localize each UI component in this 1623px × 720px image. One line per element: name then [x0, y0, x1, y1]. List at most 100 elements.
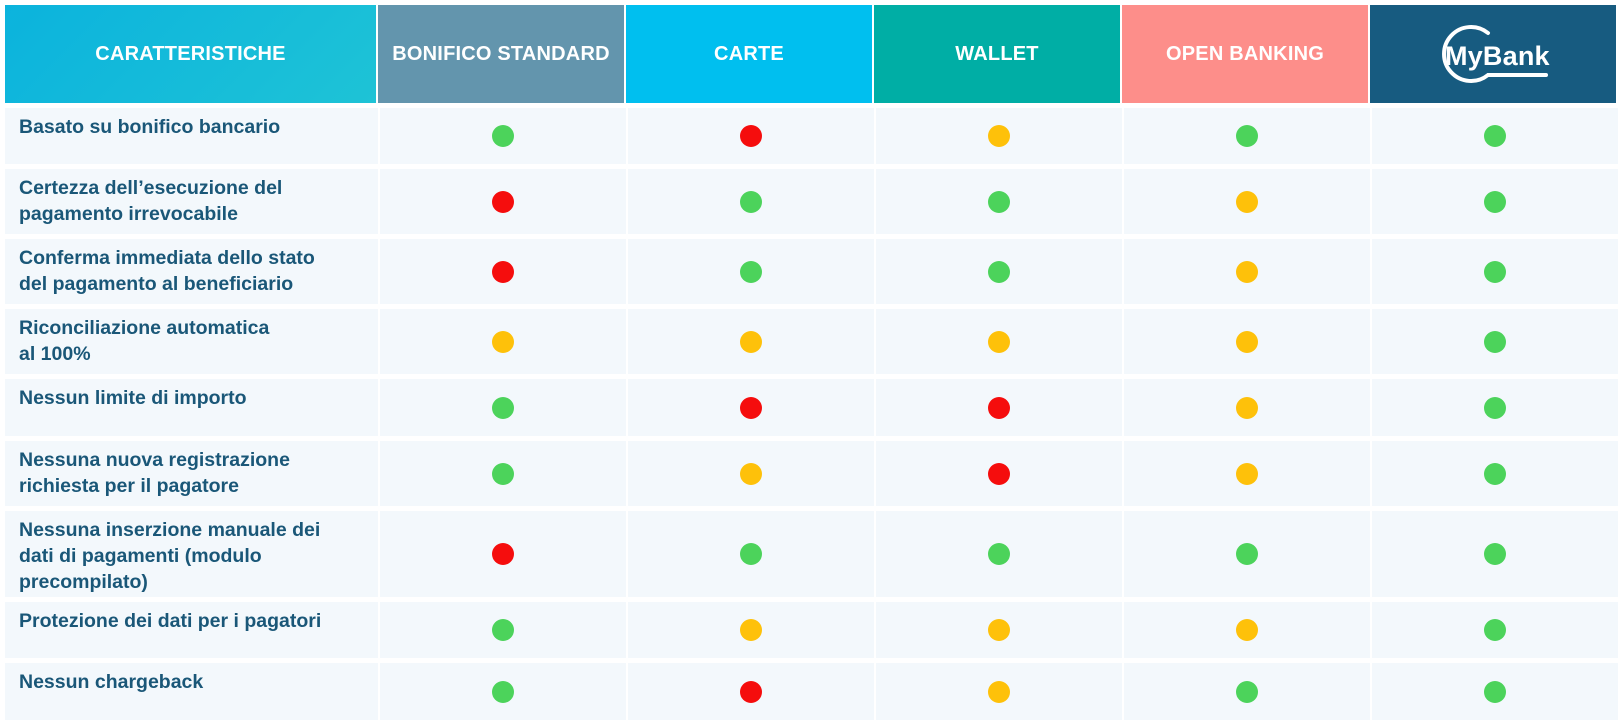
feature-label: Protezione dei dati per i pagatori [5, 602, 378, 658]
status-dot-green [1484, 396, 1506, 419]
status-cell [874, 441, 1122, 506]
status-dot-green [492, 125, 514, 147]
status-cell [1370, 441, 1618, 506]
feature-label: Nessun chargeback [5, 663, 378, 720]
status-dot-yellow [1236, 619, 1258, 641]
status-dot-green [988, 260, 1010, 283]
status-cell [626, 511, 874, 597]
status-dot-red [988, 462, 1010, 485]
status-cell [874, 602, 1122, 658]
status-dot-yellow [1236, 462, 1258, 485]
status-cell [1370, 169, 1618, 234]
status-dot-green [492, 680, 514, 703]
status-cell [874, 239, 1122, 304]
header-label: OPEN BANKING [1166, 42, 1324, 65]
status-cell [378, 511, 626, 597]
status-cell [1370, 511, 1618, 597]
status-cell [626, 239, 874, 304]
status-cell [626, 663, 874, 720]
status-dot-yellow [1236, 396, 1258, 419]
header-mybank-logo: MyBank [1370, 5, 1618, 103]
status-cell [874, 169, 1122, 234]
status-dot-green [1484, 330, 1506, 353]
status-dot-green [1484, 260, 1506, 283]
status-dot-green [1236, 543, 1258, 565]
feature-label: Nessuna inserzione manuale dei dati di p… [5, 511, 378, 597]
status-dot-yellow [1236, 190, 1258, 213]
status-dot-red [492, 543, 514, 565]
status-dot-green [1236, 125, 1258, 147]
status-cell [1122, 441, 1370, 506]
header-label: CARATTERISTICHE [95, 42, 286, 65]
status-cell [1122, 108, 1370, 164]
feature-label: Basato su bonifico bancario [5, 108, 378, 164]
status-dot-green [740, 260, 762, 283]
status-cell [1122, 511, 1370, 597]
status-cell [1122, 602, 1370, 658]
status-cell [1122, 169, 1370, 234]
status-dot-green [1484, 619, 1506, 641]
status-dot-yellow [988, 619, 1010, 641]
status-dot-red [492, 260, 514, 283]
status-dot-yellow [492, 330, 514, 353]
status-dot-green [1484, 462, 1506, 485]
status-cell [378, 169, 626, 234]
status-cell [874, 511, 1122, 597]
feature-label: Certezza dell’esecuzione del pagamento i… [5, 169, 378, 234]
header-carte: CARTE [626, 5, 874, 103]
status-dot-green [988, 190, 1010, 213]
status-dot-green [1484, 680, 1506, 703]
status-cell [378, 379, 626, 436]
status-dot-green [492, 619, 514, 641]
feature-label: Nessun limite di importo [5, 379, 378, 436]
header-label: CARTE [714, 42, 784, 65]
status-cell [1370, 239, 1618, 304]
header-label: BONIFICO STANDARD [392, 42, 610, 65]
status-dot-yellow [740, 462, 762, 485]
header-caratteristiche: CARATTERISTICHE [5, 5, 378, 103]
feature-label: Riconciliazione automatica al 100% [5, 309, 378, 374]
status-dot-green [1236, 680, 1258, 703]
status-dot-green [740, 543, 762, 565]
status-cell [874, 309, 1122, 374]
status-dot-green [1484, 190, 1506, 213]
status-cell [378, 239, 626, 304]
status-cell [1122, 379, 1370, 436]
feature-label: Conferma immediata dello stato del pagam… [5, 239, 378, 304]
status-cell [626, 602, 874, 658]
status-dot-red [740, 396, 762, 419]
status-dot-yellow [1236, 260, 1258, 283]
status-dot-yellow [988, 125, 1010, 147]
status-cell [874, 663, 1122, 720]
status-cell [1370, 379, 1618, 436]
status-cell [626, 379, 874, 436]
status-dot-red [740, 125, 762, 147]
status-cell [1370, 602, 1618, 658]
status-dot-yellow [740, 330, 762, 353]
status-cell [1122, 309, 1370, 374]
status-cell [1122, 663, 1370, 720]
status-cell [378, 441, 626, 506]
status-cell [626, 441, 874, 506]
header-label: WALLET [955, 42, 1039, 65]
status-dot-green [1484, 125, 1506, 147]
status-dot-green [988, 543, 1010, 565]
status-cell [1370, 309, 1618, 374]
mybank-logo: MyBank [1370, 5, 1616, 103]
status-cell [626, 309, 874, 374]
status-dot-red [740, 680, 762, 703]
feature-label: Nessuna nuova registrazione richiesta pe… [5, 441, 378, 506]
status-cell [1370, 108, 1618, 164]
status-cell [626, 169, 874, 234]
status-cell [1370, 663, 1618, 720]
status-cell [378, 602, 626, 658]
status-cell [874, 108, 1122, 164]
status-dot-red [492, 190, 514, 213]
status-dot-green [740, 190, 762, 213]
status-dot-green [1484, 543, 1506, 565]
status-cell [378, 108, 626, 164]
status-dot-red [988, 396, 1010, 419]
status-dot-yellow [988, 330, 1010, 353]
status-cell [378, 663, 626, 720]
status-dot-green [492, 462, 514, 485]
